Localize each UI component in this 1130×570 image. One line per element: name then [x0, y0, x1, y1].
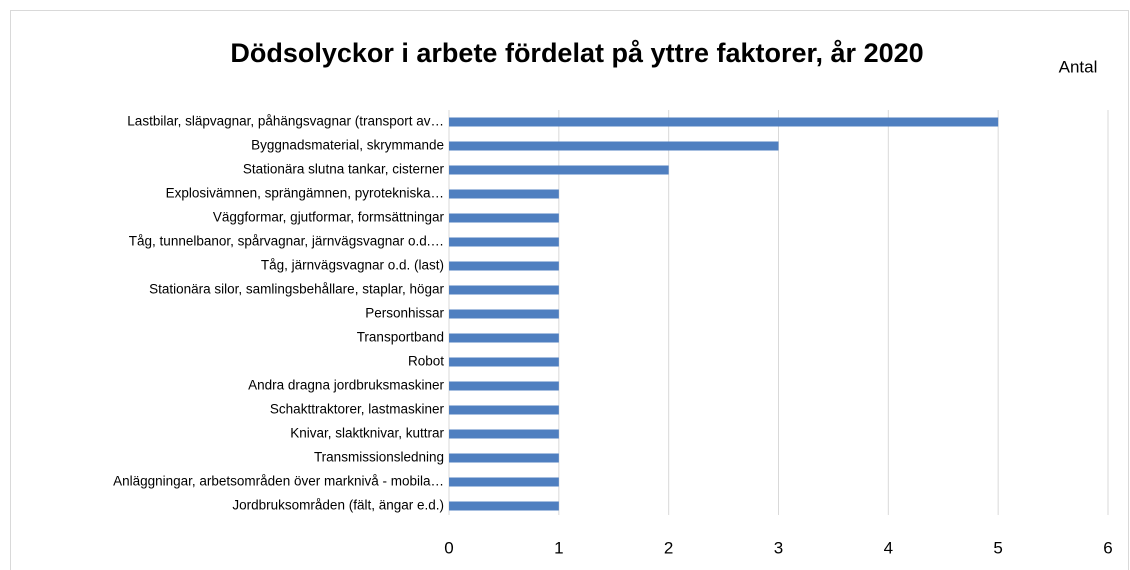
- bar: [449, 333, 559, 343]
- bar: [449, 429, 559, 439]
- y-tick-label: Tåg, järnvägsvagnar o.d. (last): [261, 258, 444, 273]
- x-tick-label: 4: [884, 538, 893, 557]
- bar: [449, 117, 999, 127]
- bar: [449, 453, 559, 463]
- y-tick-label: Byggnadsmaterial, skrymmande: [251, 138, 444, 153]
- x-tick-label: 5: [993, 538, 1002, 557]
- bar: [449, 309, 559, 319]
- y-tick-label: Transportband: [357, 330, 444, 345]
- x-tick-label: 3: [774, 538, 783, 557]
- chart-frame: [10, 10, 1129, 570]
- bar: [449, 357, 559, 367]
- y-tick-label: Knivar, slaktknivar, kuttrar: [290, 426, 444, 441]
- axis-label: Antal: [1059, 57, 1098, 76]
- bar: [449, 501, 559, 511]
- x-tick-label: 2: [664, 538, 673, 557]
- y-tick-label: Stationära slutna tankar, cisterner: [243, 162, 445, 177]
- bar: [449, 189, 559, 199]
- chart-title: Dödsolyckor i arbete fördelat på yttre f…: [230, 38, 923, 68]
- y-tick-label: Schakttraktorer, lastmaskiner: [270, 402, 445, 417]
- bar: [449, 405, 559, 415]
- bar: [449, 261, 559, 271]
- bar: [449, 165, 669, 175]
- x-tick-label: 1: [554, 538, 563, 557]
- y-tick-label: Transmissionsledning: [314, 450, 444, 465]
- y-tick-label: Tåg, tunnelbanor, spårvagnar, järnvägsva…: [129, 234, 444, 249]
- bar: [449, 237, 559, 247]
- y-tick-label: Stationära silor, samlingsbehållare, sta…: [149, 282, 444, 297]
- y-tick-label: Lastbilar, släpvagnar, påhängsvagnar (tr…: [127, 114, 444, 129]
- y-tick-label: Personhissar: [365, 306, 444, 321]
- y-tick-label: Jordbruksområden (fält, ängar e.d.): [232, 498, 444, 513]
- bar: [449, 381, 559, 391]
- y-tick-label: Robot: [408, 354, 444, 369]
- bar: [449, 285, 559, 295]
- bar: [449, 213, 559, 223]
- bar: [449, 477, 559, 487]
- x-tick-label: 6: [1103, 538, 1112, 557]
- y-tick-label: Väggformar, gjutformar, formsättningar: [213, 210, 445, 225]
- y-tick-label: Andra dragna jordbruksmaskiner: [248, 378, 444, 393]
- y-tick-label: Explosivämnen, sprängämnen, pyrotekniska…: [166, 186, 444, 201]
- x-tick-label: 0: [444, 538, 453, 557]
- y-tick-label: Anläggningar, arbetsområden över markniv…: [113, 474, 444, 489]
- bar: [449, 141, 779, 151]
